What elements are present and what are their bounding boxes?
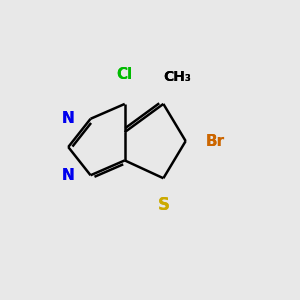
Text: CH₃: CH₃ bbox=[163, 70, 191, 84]
Text: N: N bbox=[62, 168, 75, 183]
Text: S: S bbox=[158, 196, 169, 214]
Text: Cl: Cl bbox=[117, 67, 133, 82]
Text: N: N bbox=[62, 168, 75, 183]
Text: Cl: Cl bbox=[117, 67, 133, 82]
Text: Br: Br bbox=[206, 134, 225, 148]
Text: CH₃: CH₃ bbox=[163, 70, 191, 84]
Text: N: N bbox=[62, 111, 75, 126]
Text: Br: Br bbox=[206, 134, 225, 148]
Text: N: N bbox=[62, 111, 75, 126]
Text: S: S bbox=[158, 196, 169, 214]
